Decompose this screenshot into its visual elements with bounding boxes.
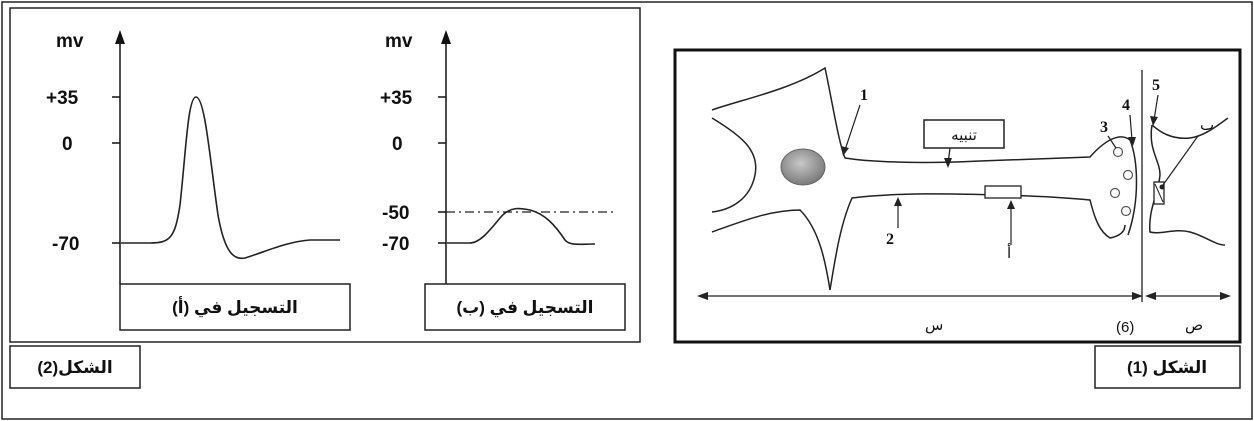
nucleus: [780, 148, 826, 186]
vesicle: [1120, 205, 1132, 217]
figure-1-caption-box: [1094, 345, 1241, 389]
figure-2-caption: الشكل(2): [37, 358, 112, 377]
graph-a: mv +35 0 -70 التسجيل في (أ): [46, 30, 351, 331]
figure-2-frame: [9, 7, 641, 343]
graph-a-tick-35: +35: [46, 88, 79, 109]
graph-a-curve: [121, 96, 340, 260]
graph-b-y-arrow: [441, 30, 451, 44]
graph-a-tick-70: -70: [52, 234, 79, 255]
figure-1-frame: [673, 48, 1242, 344]
label-3: 3: [1100, 119, 1108, 136]
label-b: ب: [1200, 117, 1214, 134]
graph-a-tick-0: 0: [62, 134, 73, 155]
graph-b: mv +35 0 -50 -70 التسجيل في (ب): [380, 30, 626, 331]
neuron-left-dendrites: [711, 117, 757, 213]
electrode-a-box: [984, 185, 1022, 199]
label-4: 4: [1122, 97, 1130, 114]
graph-b-tick-0: 0: [392, 134, 403, 155]
region-y-label: ص: [1185, 317, 1203, 334]
label-2: 2: [886, 231, 894, 248]
graph-b-label: التسجيل في (ب): [457, 298, 594, 318]
graph-b-tick-50: -50: [382, 203, 409, 224]
label-5: 5: [1152, 77, 1160, 94]
label-1: 1: [860, 87, 868, 104]
presynaptic-terminal: [1127, 139, 1138, 236]
figure-2-caption-box: [9, 345, 141, 389]
label-a: أ: [1007, 243, 1011, 262]
vesicle: [1112, 146, 1124, 158]
graph-b-tick-70: -70: [382, 234, 409, 255]
neuron-upper-edge: [711, 66, 1131, 164]
postsynaptic-upper: [1151, 117, 1229, 140]
region-x-label: س: [925, 317, 943, 334]
graph-b-curve: [447, 207, 596, 246]
neuron-lower-edge: [711, 193, 1126, 291]
stimulus-label: تنبيه: [951, 127, 977, 144]
postsynaptic-lower: [1149, 124, 1226, 246]
graph-a-label: التسجيل في (أ): [172, 296, 298, 318]
graph-b-label-box: [424, 283, 626, 331]
figure-1-caption: الشكل (1): [1127, 358, 1207, 377]
figure-2: mv +35 0 -70 التسجيل في (أ) mv +35 0 -50: [9, 7, 641, 389]
graph-a-y-arrow: [115, 30, 125, 44]
stimulus-box: [923, 119, 1005, 149]
vesicle: [1122, 169, 1134, 181]
figure-1: تنبيه 1 2 3 4 5 ب أ س ص (6): [673, 48, 1242, 389]
vesicle: [1109, 187, 1121, 199]
graph-a-label-box: [119, 283, 351, 331]
label-6: (6): [1116, 319, 1134, 336]
graph-a-y-unit: mv: [56, 31, 84, 52]
graph-b-y-unit: mv: [385, 31, 413, 52]
graph-b-tick-35: +35: [380, 88, 413, 109]
